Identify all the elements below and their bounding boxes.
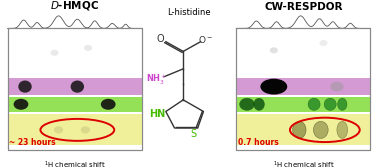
Text: $^{1}$H chemical shift: $^{1}$H chemical shift (44, 159, 105, 167)
Text: HN: HN (150, 109, 166, 119)
Bar (236, 28, 370, 150)
Text: S: S (190, 129, 197, 139)
Ellipse shape (14, 99, 28, 110)
Text: NH$_3^+$: NH$_3^+$ (146, 72, 167, 87)
Text: $^{1}$H chemical shift: $^{1}$H chemical shift (273, 159, 334, 167)
Ellipse shape (324, 98, 336, 110)
Ellipse shape (81, 126, 90, 134)
Ellipse shape (330, 82, 344, 92)
Bar (8, 28, 142, 150)
Text: 0.7 hours: 0.7 hours (238, 138, 279, 147)
Ellipse shape (54, 126, 63, 134)
Text: CW-RESPDOR: CW-RESPDOR (264, 2, 342, 12)
Text: O$^-$: O$^-$ (198, 34, 213, 45)
Ellipse shape (51, 50, 59, 56)
Ellipse shape (308, 98, 320, 110)
Bar (236, 78, 370, 95)
Text: O: O (157, 34, 164, 44)
Ellipse shape (240, 98, 254, 110)
Text: $^{14}$N shift: $^{14}$N shift (0, 74, 5, 105)
Text: $\mathit{D}$-HMQC: $\mathit{D}$-HMQC (50, 0, 99, 12)
Ellipse shape (338, 98, 347, 110)
Ellipse shape (337, 121, 348, 138)
Ellipse shape (254, 98, 265, 110)
Ellipse shape (18, 80, 32, 93)
Bar (8, 97, 142, 112)
Ellipse shape (270, 47, 278, 53)
Ellipse shape (71, 80, 84, 93)
Text: ~ 23 hours: ~ 23 hours (9, 138, 56, 147)
Ellipse shape (84, 45, 92, 51)
Ellipse shape (260, 79, 287, 95)
Text: $^{14}$N overtone shift: $^{14}$N overtone shift (373, 57, 378, 122)
Bar (236, 28, 370, 150)
Bar (8, 114, 142, 145)
Text: L-histidine: L-histidine (167, 8, 211, 17)
Bar (236, 114, 370, 145)
Ellipse shape (293, 121, 306, 138)
Bar (8, 28, 142, 150)
Bar (236, 97, 370, 112)
Ellipse shape (319, 40, 327, 46)
Ellipse shape (101, 99, 116, 110)
Ellipse shape (313, 121, 328, 138)
Bar (8, 78, 142, 95)
